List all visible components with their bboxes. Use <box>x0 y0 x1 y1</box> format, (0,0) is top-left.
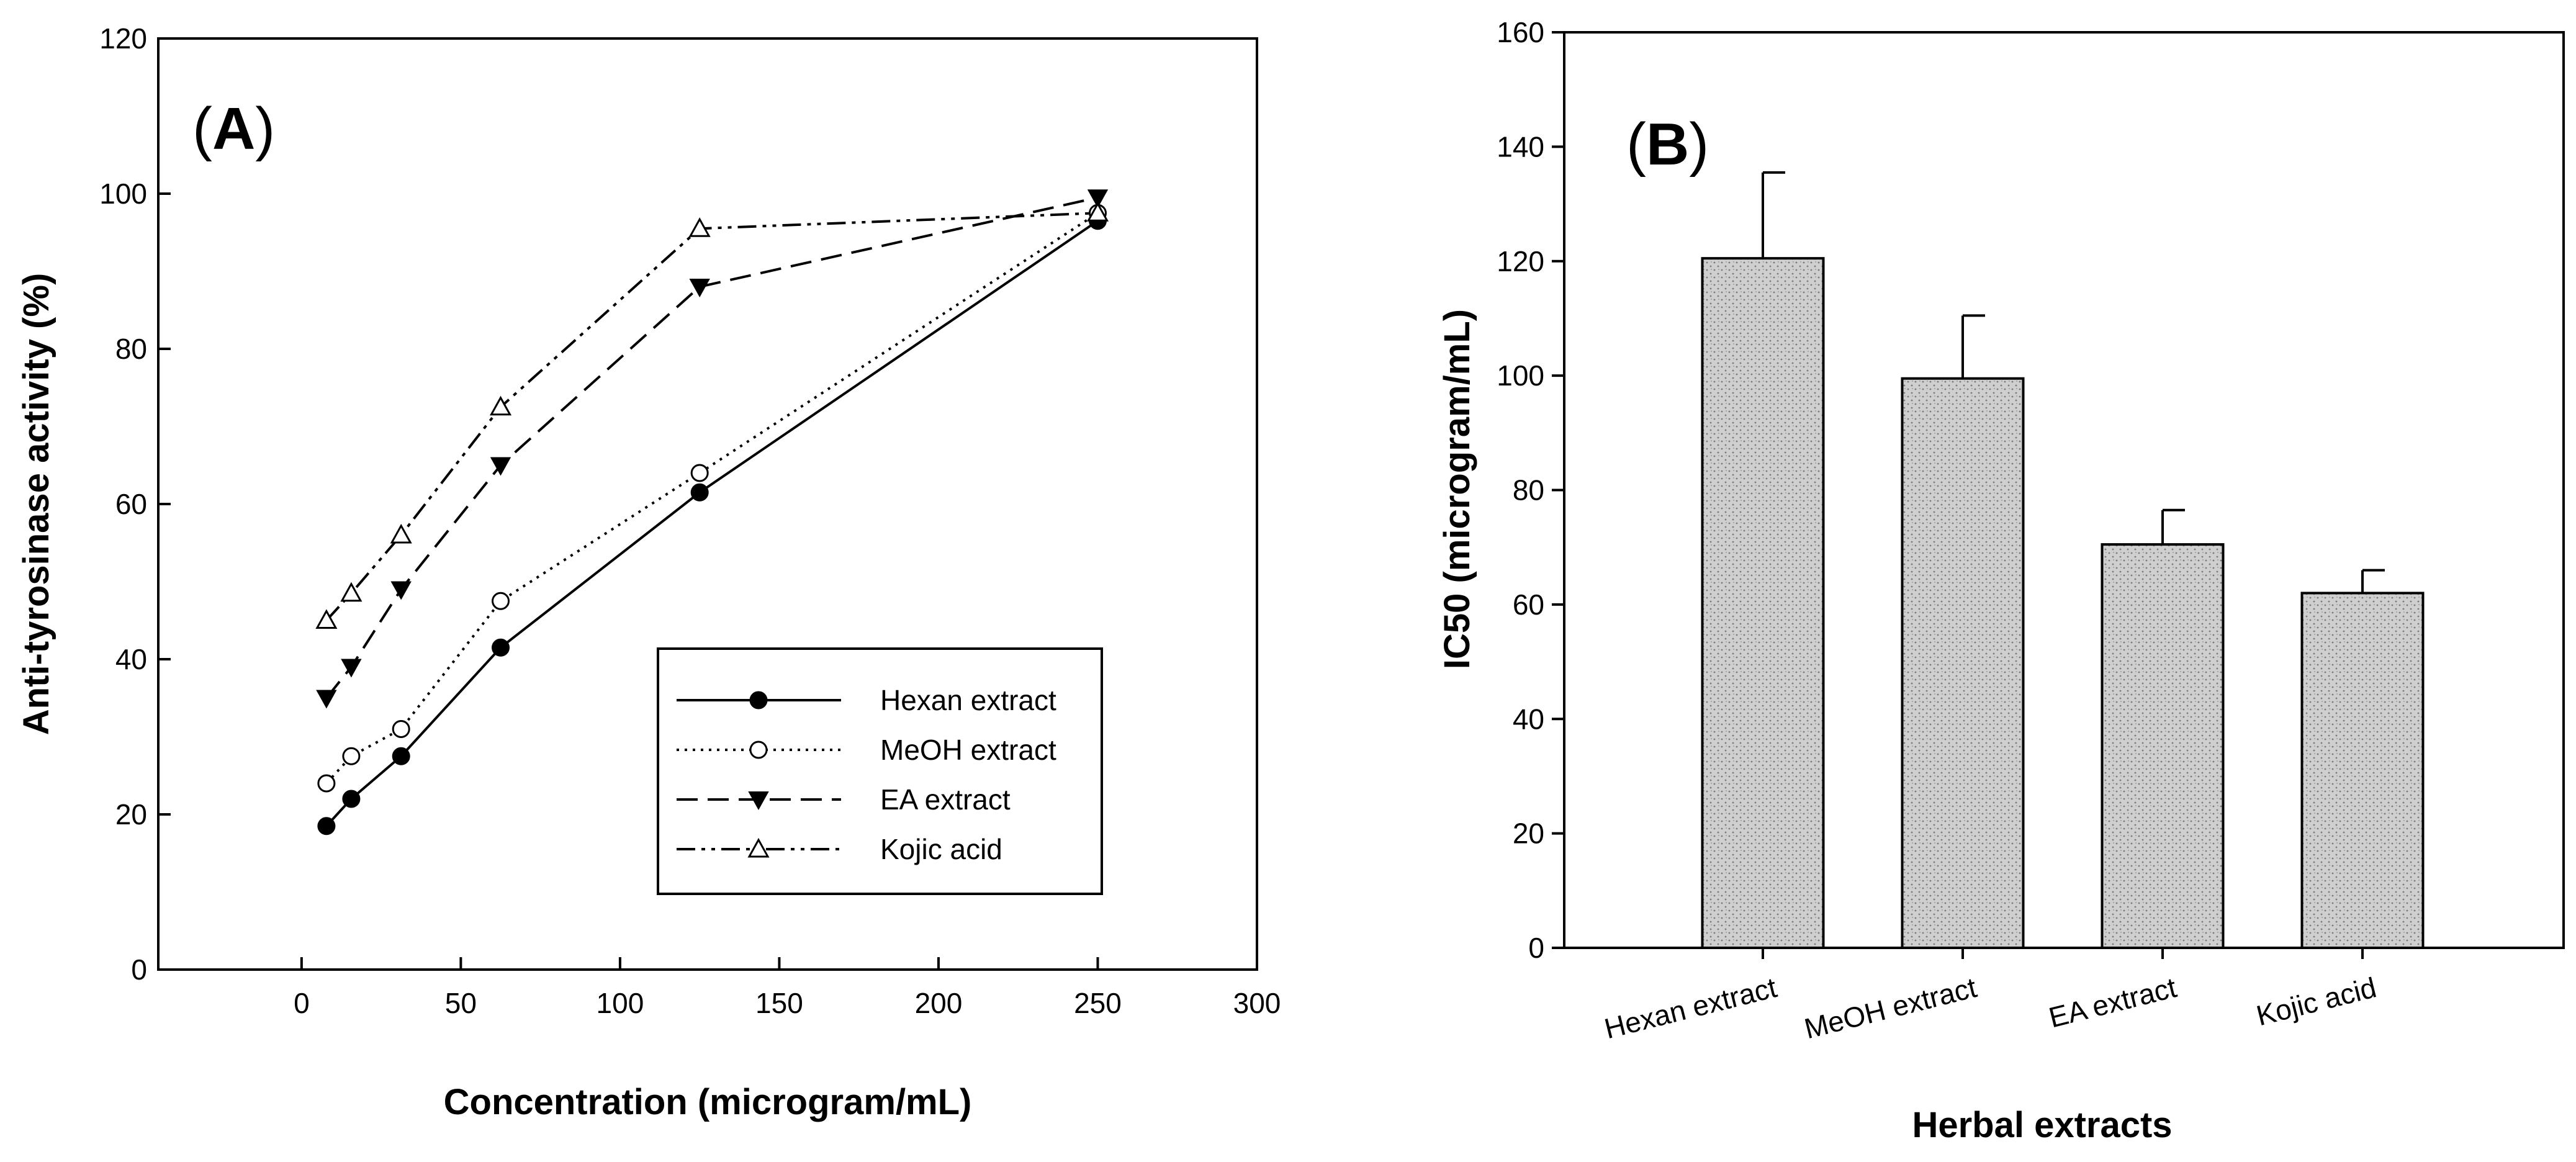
data-point <box>340 582 363 602</box>
y-tick-label: 80 <box>1513 474 1544 507</box>
y-tick-label: 140 <box>1497 130 1544 163</box>
legend-marker <box>749 741 768 759</box>
data-point <box>392 720 410 738</box>
data-point <box>341 659 362 678</box>
x-tick-label: 150 <box>755 987 803 1019</box>
data-point <box>490 457 511 476</box>
panel-b-label: (B) <box>1626 111 1709 178</box>
x-tick-label: 0 <box>294 987 310 1019</box>
panel-a-line-chart: 0 20 40 60 80 100 120 0 50 100 150 200 250 300 (A) C… <box>16 22 1281 1122</box>
panel-a-y-axis-title: Anti-tyrosinase activity (%) <box>16 273 56 736</box>
y-tick-label: 100 <box>99 178 147 210</box>
data-point <box>489 395 512 416</box>
data-point <box>316 690 337 709</box>
legend-label: EA extract <box>880 783 1011 816</box>
y-tick-label: 40 <box>115 643 147 675</box>
legend-marker <box>749 691 768 709</box>
data-point <box>342 790 361 808</box>
data-point <box>688 217 711 237</box>
y-tick-label: 20 <box>115 798 147 831</box>
data-point <box>689 279 710 298</box>
panel-a-series-markers <box>315 189 1109 835</box>
x-tick-label: 200 <box>915 987 963 1019</box>
y-tick-label: 100 <box>1497 359 1544 392</box>
category-label: Hexan extract <box>1601 971 1780 1045</box>
y-tick-label: 40 <box>1513 703 1544 735</box>
x-tick-label: 50 <box>445 987 477 1019</box>
panel-a-label: (A) <box>192 96 275 162</box>
panel-b-category-labels: Hexan extract MeOH extract EA extract Kojic… <box>1601 948 2379 1045</box>
category-label: MeOH extract <box>1801 971 1980 1045</box>
data-point <box>690 464 709 482</box>
y-tick-label: 60 <box>115 488 147 520</box>
y-tick-label: 0 <box>131 953 147 986</box>
data-point <box>342 747 361 765</box>
data-point <box>392 747 410 765</box>
data-point <box>492 592 510 610</box>
legend-label: MeOH extract <box>880 734 1056 766</box>
legend-marker <box>747 837 770 858</box>
panel-b-y-axis: 0 20 40 60 80 100 120 140 160 <box>1497 16 1564 964</box>
y-tick-label: 80 <box>115 333 147 365</box>
data-point <box>492 638 510 657</box>
panel-a-x-axis-title: Concentration (microgram/mL) <box>444 1082 972 1122</box>
legend-frame <box>657 647 1103 895</box>
data-point <box>390 581 412 600</box>
x-tick-label: 100 <box>597 987 644 1019</box>
category-label: EA extract <box>2045 971 2179 1034</box>
panel-b-bars <box>1701 171 2425 949</box>
panel-b-x-axis-title: Herbal extracts <box>1912 1105 2172 1145</box>
series-line-2 <box>325 196 1098 699</box>
data-point <box>1086 202 1109 222</box>
bar <box>1901 377 2025 949</box>
y-tick-label: 120 <box>99 22 147 55</box>
bar <box>2101 543 2225 949</box>
y-tick-label: 20 <box>1513 817 1544 850</box>
data-point <box>317 817 336 835</box>
series-line-3 <box>325 212 1098 621</box>
y-tick-label: 0 <box>1528 932 1544 964</box>
legend-label: Hexan extract <box>880 684 1056 716</box>
panel-b-y-axis-title: IC50 (microgram/mL) <box>1437 309 1477 669</box>
legend-label: Kojic acid <box>880 833 1002 865</box>
data-point <box>315 609 338 629</box>
x-tick-label: 250 <box>1074 987 1122 1019</box>
data-point <box>690 483 709 502</box>
y-tick-label: 160 <box>1497 16 1544 48</box>
panel-a-x-axis: 0 50 100 150 200 250 300 <box>294 957 1281 1019</box>
bar <box>2300 592 2425 949</box>
data-point <box>317 774 336 793</box>
panel-b-bar-chart: 0 20 40 60 80 100 120 140 160 Hexan extract MeOH … <box>1437 16 2565 1145</box>
legend-marker <box>748 791 769 811</box>
x-tick-label: 300 <box>1233 987 1281 1019</box>
category-label: Kojic acid <box>2253 971 2380 1032</box>
panel-a-legend: Hexan extract MeOH extract EA extract Kojic… <box>657 647 1103 895</box>
data-point <box>390 523 412 544</box>
y-tick-label: 60 <box>1513 588 1544 621</box>
panel-a-y-axis: 0 20 40 60 80 100 120 <box>99 22 171 986</box>
bar <box>1701 257 1825 949</box>
data-point <box>1087 189 1109 209</box>
y-tick-label: 120 <box>1497 245 1544 277</box>
